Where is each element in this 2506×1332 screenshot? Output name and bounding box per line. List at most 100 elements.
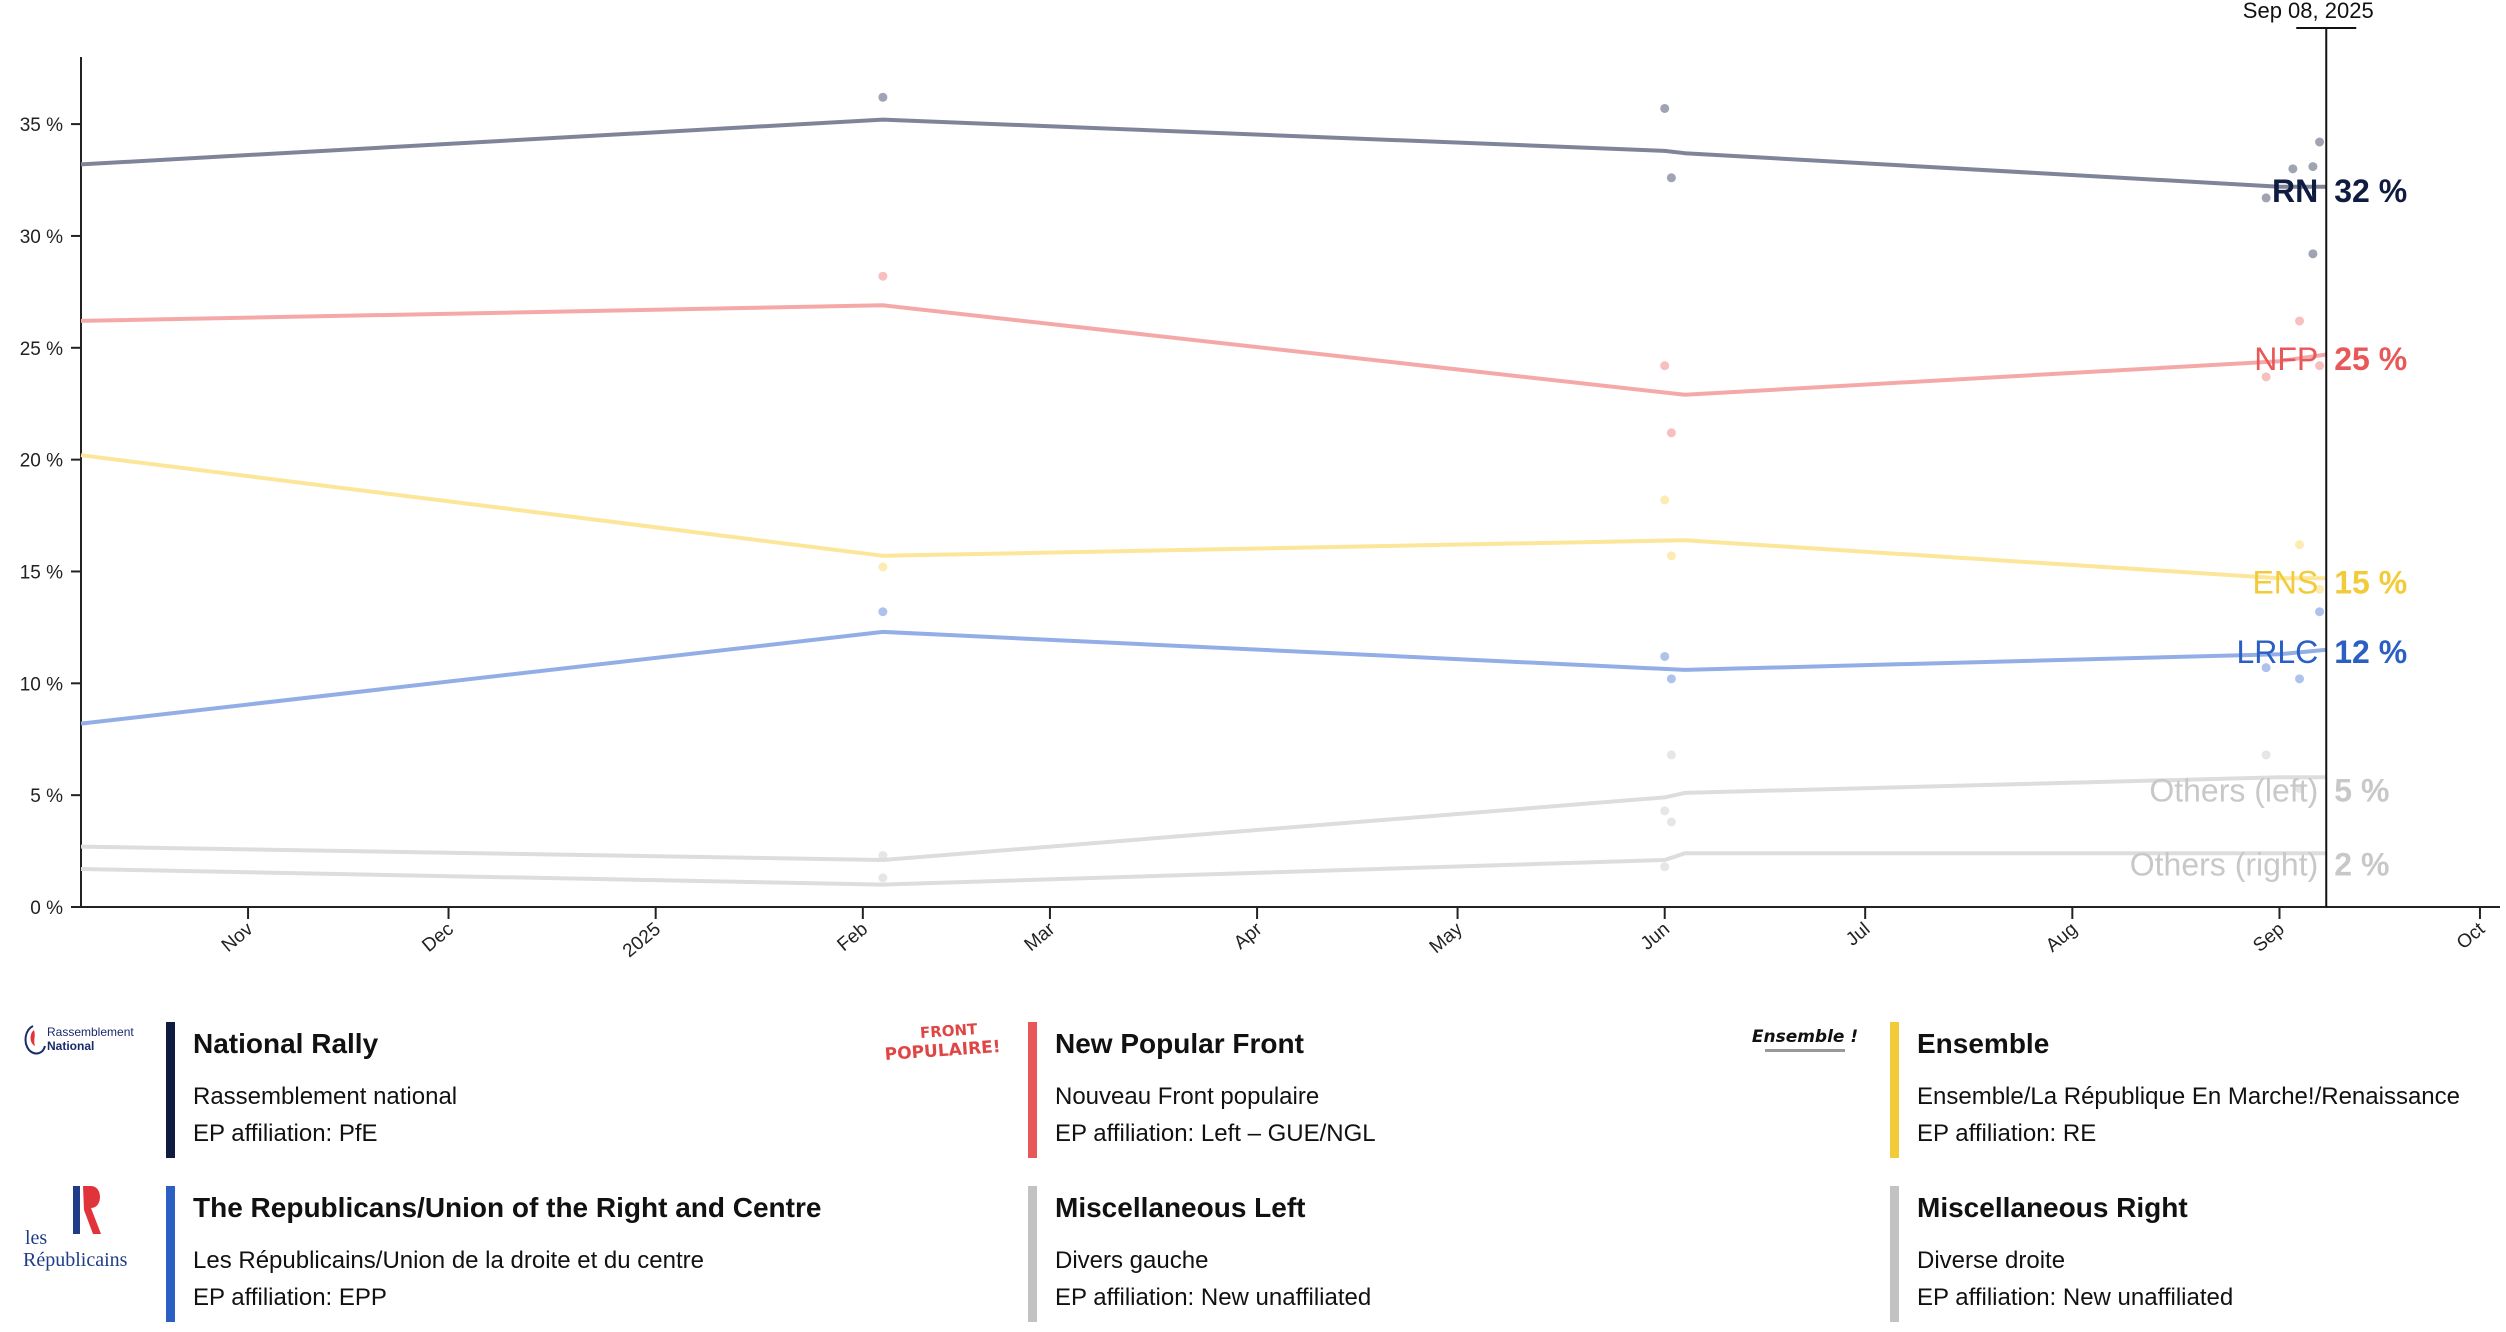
series-line xyxy=(80,851,2327,887)
poll-point xyxy=(878,271,888,281)
svg-text:POPULAIRE!: POPULAIRE! xyxy=(884,1037,1001,1065)
legend-subtitle: Rassemblement national xyxy=(193,1083,458,1110)
legend-subtitle: Divers gauche xyxy=(1055,1247,1209,1274)
poll-point xyxy=(2315,361,2325,371)
legend-item-the-republicans: les Républicains The Republicans/Union o… xyxy=(14,1174,854,1322)
les-republicains-logo: les Républicains xyxy=(14,1180,154,1300)
y-tick-label: 15 % xyxy=(20,562,63,583)
series-line xyxy=(80,775,2327,862)
legend-title: New Popular Front xyxy=(1055,1028,1304,1059)
legend-color-bar xyxy=(166,1186,175,1322)
y-tick-label: 5 % xyxy=(30,786,63,807)
series-value-label: 12 % xyxy=(2334,634,2407,670)
legend-ep-affiliation: EP affiliation: New unaffiliated xyxy=(1055,1284,1372,1311)
y-tick-label: 20 % xyxy=(20,451,63,472)
x-tick-label: 2025 xyxy=(619,919,665,962)
legend-color-bar xyxy=(1890,1022,1899,1158)
poll-point xyxy=(1660,862,1670,872)
y-tick-label: 0 % xyxy=(30,898,63,919)
end-labels: RN 32 % NFP 25 % ENS 15 % LRLC 12 % Others (left… xyxy=(2130,173,2407,882)
legend-color-bar xyxy=(166,1022,175,1158)
series-value-label: 2 % xyxy=(2334,847,2389,883)
x-tick-label: Aug xyxy=(2042,919,2081,957)
svg-text:Ensemble !: Ensemble ! xyxy=(1752,1027,1858,1047)
poll-point xyxy=(1666,551,1676,561)
poll-point xyxy=(2295,316,2305,326)
svg-text:Rassemblement: Rassemblement xyxy=(47,1025,134,1039)
x-tick-label: Sep xyxy=(2249,919,2288,957)
series-name-label: NFP xyxy=(2254,341,2318,377)
poll-point xyxy=(1666,674,1676,684)
svg-text:National: National xyxy=(47,1039,94,1053)
series-value-label: 25 % xyxy=(2334,341,2407,377)
poll-point xyxy=(1660,806,1670,816)
legend-subtitle: Ensemble/La République En Marche!/Renais… xyxy=(1917,1083,2460,1110)
legend-title: Miscellaneous Left xyxy=(1055,1192,1306,1223)
legend-ep-affiliation: EP affiliation: Left – GUE/NGL xyxy=(1055,1120,1376,1147)
series-name-label: RN xyxy=(2272,173,2318,209)
poll-point xyxy=(2308,249,2318,259)
x-tick-label: Dec xyxy=(418,919,457,957)
x-tick-label: Feb xyxy=(833,919,872,956)
x-tick-label: Oct xyxy=(2453,918,2490,954)
front-populaire-logo: FRONT POPULAIRE! xyxy=(876,1016,1016,1136)
poll-point xyxy=(878,607,888,617)
series-name-label: Others (left) xyxy=(2149,773,2318,809)
series-line xyxy=(80,117,2327,189)
x-tick-label: Apr xyxy=(1230,918,1267,954)
ensemble-logo: Ensemble ! xyxy=(1738,1016,1878,1136)
poll-point xyxy=(2261,193,2271,203)
x-tick-label: May xyxy=(1426,918,1467,957)
y-tick-label: 25 % xyxy=(20,339,63,360)
svg-text:FRONT: FRONT xyxy=(919,1020,978,1042)
poll-point xyxy=(2261,663,2271,673)
svg-text:les: les xyxy=(25,1227,47,1249)
legend-ep-affiliation: EP affiliation: New unaffiliated xyxy=(1917,1284,2234,1311)
svg-text:Républicains: Républicains xyxy=(23,1249,128,1271)
x-tick-label: Jul xyxy=(1842,919,1874,951)
poll-chart: 0 % 5 % 10 % 15 % 20 % 25 % 30 % 35 % Nov Dec 2025… xyxy=(20,0,2500,962)
y-tick-label: 10 % xyxy=(20,674,63,695)
y-tick-label: 35 % xyxy=(20,115,63,136)
legend-color-bar xyxy=(1890,1186,1899,1322)
poll-point xyxy=(2261,750,2271,760)
poll-point xyxy=(1660,651,1670,661)
poll-point xyxy=(2261,372,2271,382)
legend-ep-affiliation: EP affiliation: RE xyxy=(1917,1120,2097,1147)
poll-point xyxy=(1666,173,1676,183)
x-tick-label: Mar xyxy=(1021,918,1060,956)
poll-point xyxy=(1666,750,1676,760)
series-value-label: 5 % xyxy=(2334,773,2389,809)
series-name-label: LRLC xyxy=(2236,634,2318,670)
poll-point xyxy=(2315,584,2325,594)
poll-point xyxy=(878,873,888,883)
legend-ep-affiliation: EP affiliation: EPP xyxy=(193,1284,387,1311)
legend-item-miscellaneous-left: Miscellaneous Left Divers gauche EP affi… xyxy=(876,1174,1716,1322)
date-cursor-label: Sep 08, 2025 xyxy=(2243,0,2374,23)
poll-dots xyxy=(878,92,2325,883)
legend-item-miscellaneous-right: Miscellaneous Right Diverse droite EP af… xyxy=(1738,1174,2506,1322)
poll-point xyxy=(2315,607,2325,617)
series-name-label: ENS xyxy=(2252,565,2318,601)
poll-point xyxy=(2288,164,2298,174)
legend-item-national-rally: Rassemblement National National Rally Ra… xyxy=(14,1010,854,1158)
series-value-label: 15 % xyxy=(2334,565,2407,601)
date-cursor[interactable]: Sep 08, 2025 xyxy=(2243,0,2374,907)
legend-item-ensemble: Ensemble ! Ensemble Ensemble/La Républiq… xyxy=(1738,1010,2506,1158)
legend-title: Ensemble xyxy=(1917,1028,2050,1059)
chart-axes: 0 % 5 % 10 % 15 % 20 % 25 % 30 % 35 % Nov Dec 2025… xyxy=(20,57,2500,962)
poll-point xyxy=(1660,495,1670,505)
legend-ep-affiliation: EP affiliation: PfE xyxy=(193,1120,378,1147)
poll-point xyxy=(2295,674,2305,684)
poll-point xyxy=(878,562,888,572)
poll-point xyxy=(1666,428,1676,438)
legend-title: Miscellaneous Right xyxy=(1917,1192,2188,1223)
poll-point xyxy=(2308,162,2318,172)
rassemblement-national-logo: Rassemblement National xyxy=(14,1016,154,1136)
poll-point xyxy=(2295,540,2305,550)
series-value-label: 32 % xyxy=(2334,173,2407,209)
series-line xyxy=(80,453,2327,581)
poll-point xyxy=(878,851,888,861)
legend-color-bar xyxy=(1028,1186,1037,1322)
party-legend: Rassemblement National National Rally Ra… xyxy=(0,1010,2506,1332)
